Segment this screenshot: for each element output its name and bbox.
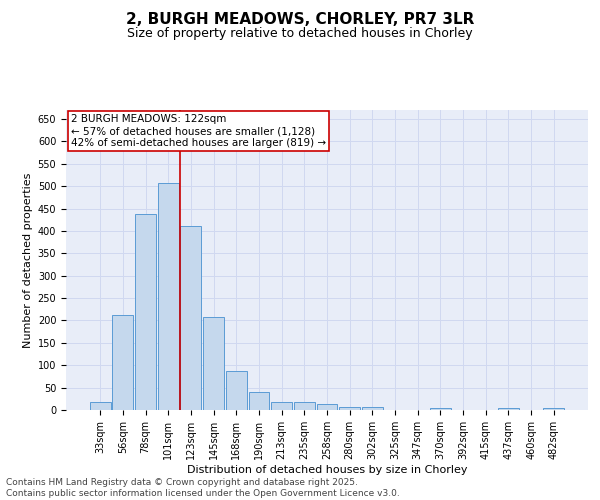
Text: Size of property relative to detached houses in Chorley: Size of property relative to detached ho…	[127, 28, 473, 40]
X-axis label: Distribution of detached houses by size in Chorley: Distribution of detached houses by size …	[187, 464, 467, 474]
Bar	[181, 226, 202, 410]
Bar	[430, 408, 451, 410]
Bar	[294, 402, 315, 410]
Bar	[498, 408, 519, 410]
Bar	[112, 314, 133, 410]
Bar	[362, 408, 383, 410]
Text: Contains HM Land Registry data © Crown copyright and database right 2025.
Contai: Contains HM Land Registry data © Crown c…	[6, 478, 400, 498]
Bar	[135, 214, 156, 410]
Bar	[271, 402, 292, 410]
Y-axis label: Number of detached properties: Number of detached properties	[23, 172, 34, 348]
Bar	[339, 407, 360, 410]
Bar	[248, 392, 269, 410]
Bar	[203, 318, 224, 410]
Text: 2, BURGH MEADOWS, CHORLEY, PR7 3LR: 2, BURGH MEADOWS, CHORLEY, PR7 3LR	[126, 12, 474, 28]
Bar	[158, 183, 179, 410]
Bar	[544, 408, 564, 410]
Bar	[90, 402, 110, 410]
Bar	[226, 371, 247, 410]
Text: 2 BURGH MEADOWS: 122sqm
← 57% of detached houses are smaller (1,128)
42% of semi: 2 BURGH MEADOWS: 122sqm ← 57% of detache…	[71, 114, 326, 148]
Bar	[317, 404, 337, 410]
